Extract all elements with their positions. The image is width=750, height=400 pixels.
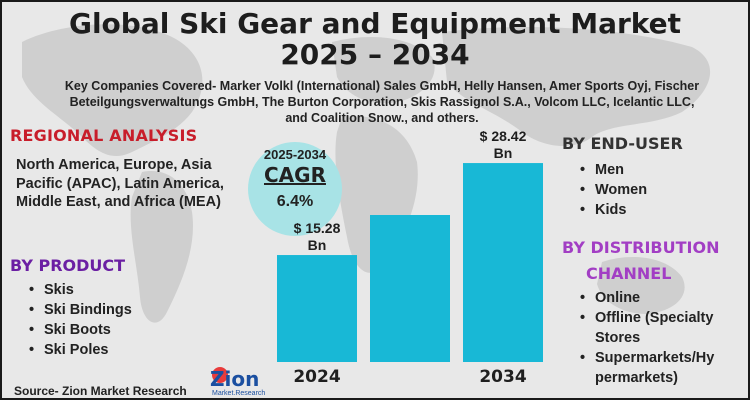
- data-label: $ 28.42: [480, 128, 527, 144]
- cagr-badge: [248, 142, 342, 236]
- key-companies-text: Key Companies Covered- Marker Volkl (Int…: [64, 79, 700, 125]
- list-item: Skis: [29, 280, 132, 300]
- regional-analysis-heading: REGIONAL ANALYSIS: [10, 126, 198, 145]
- zion-logo: Zion Market.Research: [210, 367, 265, 397]
- title-line-2: 2025 – 2034: [280, 38, 470, 71]
- logo-subtitle: Market.Research: [212, 390, 265, 397]
- by-product-heading: BY PRODUCT: [10, 256, 126, 275]
- list-item: Ski Bindings: [29, 300, 132, 320]
- logo-mark-icon: [212, 367, 228, 383]
- x-tick-label: 2034: [479, 367, 526, 387]
- cagr-label: CAGR: [264, 163, 326, 187]
- list-item: Supermarkets/Hy permarkets): [580, 348, 748, 388]
- page-title: Global Ski Gear and Equipment Market 202…: [2, 8, 748, 70]
- data-label: $ 15.28: [294, 220, 341, 236]
- end-user-list: Men Women Kids: [575, 160, 647, 220]
- data-label: Bn: [308, 237, 327, 253]
- source-text: Source- Zion Market Research: [14, 384, 187, 398]
- product-list: Skis Ski Bindings Ski Boots Ski Poles: [24, 280, 132, 360]
- by-distribution-heading: BY DISTRIBUTION CHANNEL: [562, 235, 742, 287]
- list-item: Ski Boots: [29, 320, 132, 340]
- regional-analysis-text: North America, Europe, Asia Pacific (APA…: [16, 157, 224, 210]
- logo-wordmark: Zion: [210, 367, 259, 391]
- list-item: Offline (Specialty Stores: [580, 308, 748, 348]
- by-end-user-heading: BY END-USER: [562, 134, 683, 153]
- list-item: Kids: [580, 200, 647, 220]
- title-line-1: Global Ski Gear and Equipment Market: [68, 7, 682, 40]
- bar-2034: [463, 163, 543, 362]
- x-tick-label: 2024: [293, 367, 340, 387]
- data-label: Bn: [494, 145, 513, 161]
- bar-2024: [277, 255, 357, 362]
- bar-mid: [370, 215, 450, 362]
- list-item: Ski Poles: [29, 340, 132, 360]
- distribution-heading-line-1: BY DISTRIBUTION: [562, 238, 720, 257]
- distribution-list: Online Offline (Specialty Stores Superma…: [575, 288, 748, 388]
- cagr-value: 6.4%: [276, 193, 314, 210]
- list-item: Women: [580, 180, 647, 200]
- cagr-period: 2025-2034: [263, 147, 327, 162]
- list-item: Men: [580, 160, 647, 180]
- distribution-heading-line-2: CHANNEL: [586, 264, 672, 283]
- list-item: Online: [580, 288, 748, 308]
